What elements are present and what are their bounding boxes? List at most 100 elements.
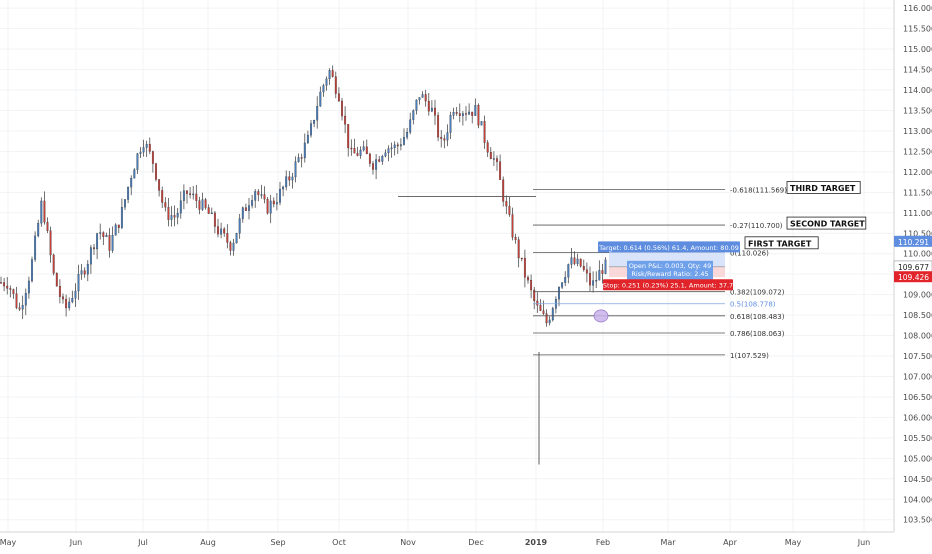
y-tick-label: 105.500	[903, 434, 932, 443]
target-box: THIRD TARGET	[786, 181, 861, 194]
candle-body	[458, 113, 461, 116]
candle-body	[468, 111, 471, 115]
candle-body	[539, 305, 542, 311]
candle-body	[210, 212, 213, 215]
candle-body	[170, 215, 173, 220]
candle-body	[195, 193, 198, 201]
y-tick-label: 115.500	[903, 25, 932, 34]
candle-body	[545, 313, 548, 324]
x-tick-label: Jun	[69, 538, 83, 547]
candle-body	[248, 205, 250, 211]
candle-body	[517, 239, 520, 259]
candle-body	[226, 233, 229, 243]
target-box: FIRST TARGET	[744, 236, 819, 250]
candle-body	[427, 100, 430, 112]
candle-body	[313, 120, 316, 124]
candle-body	[232, 242, 235, 251]
candle-body	[34, 235, 37, 260]
candle-body	[449, 115, 452, 133]
y-tick-label: 108.000	[903, 332, 932, 341]
target-label-bg	[598, 241, 740, 253]
candle-body	[266, 198, 269, 214]
candle-body	[272, 200, 275, 205]
candle-body	[567, 264, 570, 278]
candle-body	[89, 247, 92, 265]
candle-body	[344, 115, 347, 125]
candle-body	[347, 124, 350, 149]
candle-body	[564, 277, 567, 283]
grid-layer	[0, 0, 894, 532]
candle-body	[40, 200, 43, 224]
x-tick-label: Sep	[270, 538, 285, 547]
candle-body	[192, 193, 195, 196]
candle-body	[461, 113, 464, 116]
x-tick-label: Feb	[596, 538, 610, 547]
candle-body	[15, 293, 18, 308]
candle-body	[508, 205, 511, 215]
candle-body	[480, 121, 483, 126]
candle-body	[505, 201, 508, 207]
candle-body	[58, 286, 61, 297]
target-box-frame	[786, 216, 867, 230]
candle-body	[282, 186, 285, 190]
candle-body	[514, 237, 517, 240]
candle-body	[592, 280, 595, 286]
candle-body	[130, 178, 133, 188]
candle-body	[548, 319, 551, 324]
candle-body	[207, 207, 210, 214]
stop-label-bg	[603, 279, 733, 291]
candle-body	[46, 221, 49, 231]
y-tick-label: 114.500	[903, 66, 932, 75]
price-tag-text: 109.677	[898, 263, 929, 272]
candle-body	[62, 296, 64, 300]
candle-body	[536, 300, 539, 306]
candle-body	[21, 305, 24, 310]
candle-body	[9, 288, 12, 290]
candle-body	[412, 110, 415, 120]
fib-level-label: 0(110.026)	[730, 250, 769, 258]
candle-body	[275, 202, 278, 205]
x-tick-label: 2019	[525, 538, 548, 547]
candle-body	[155, 163, 157, 180]
y-tick-label: 107.000	[903, 372, 932, 381]
candle-body	[37, 223, 40, 237]
candle-body	[446, 132, 449, 141]
candle-body	[158, 179, 161, 191]
candle-body	[291, 176, 294, 181]
target-box-frame	[744, 236, 819, 250]
x-tick-label: May	[785, 538, 802, 547]
y-tick-label: 103.500	[903, 516, 932, 525]
candle-body	[489, 152, 492, 160]
candle-body	[589, 273, 591, 286]
candle-body	[68, 301, 71, 309]
y-tick-label: 109.000	[903, 291, 932, 300]
overlay-layer: -0.618(111.569) -0.27(110.700) 0(110.026) 0…	[398, 181, 867, 360]
candle-body	[387, 148, 390, 154]
candle-body	[83, 270, 86, 275]
price-tag: 109.426	[894, 271, 932, 283]
candle-body	[319, 91, 322, 107]
candle-body	[6, 285, 9, 289]
price-tag-text: 109.426	[898, 273, 929, 282]
candle-body	[235, 233, 238, 244]
candle-body	[254, 191, 257, 201]
candle-body	[585, 269, 588, 274]
x-tick-label: Jul	[137, 538, 148, 547]
candle-body	[80, 270, 83, 275]
y-tick-label: 110.000	[903, 250, 932, 259]
candle-body	[604, 259, 607, 274]
candle-body	[573, 257, 576, 264]
target-box-frame	[786, 181, 861, 194]
candle-body	[217, 226, 219, 235]
candle-body	[421, 94, 424, 98]
candle-body	[418, 97, 421, 101]
candle-body	[99, 232, 102, 234]
candle-body	[223, 228, 226, 234]
candle-body	[201, 199, 204, 210]
candle-body	[390, 147, 393, 150]
candle-body	[297, 157, 300, 162]
candle-body	[279, 188, 281, 203]
candle-body	[424, 94, 427, 102]
